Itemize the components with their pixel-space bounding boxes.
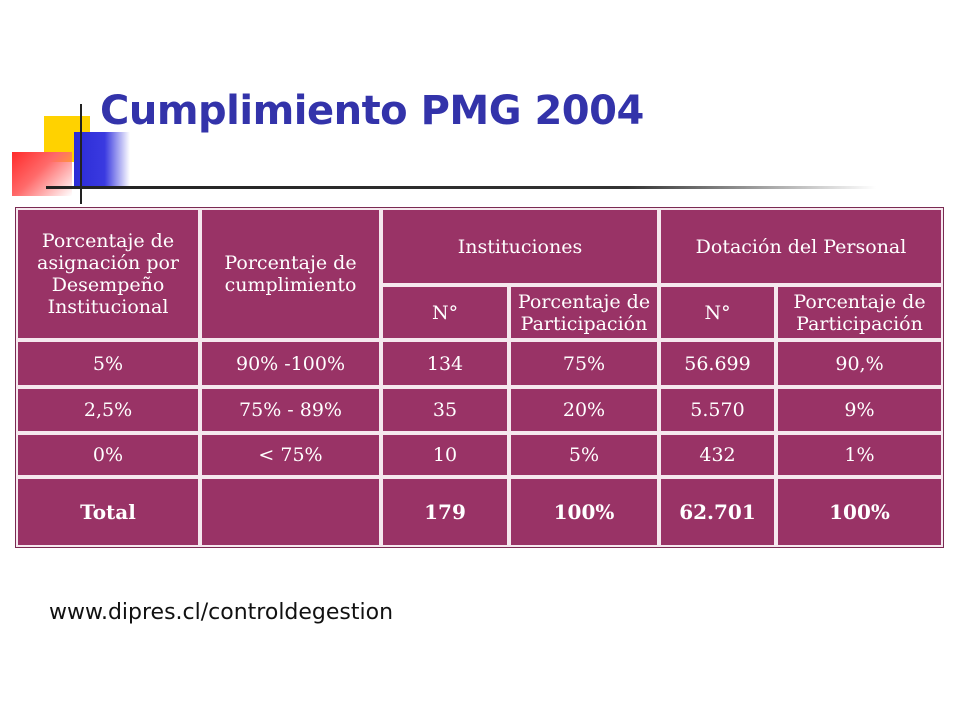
cell-inst-participacion: 20%	[509, 387, 659, 433]
header-inst-n: N°	[381, 285, 509, 340]
cell-total-empty	[200, 477, 381, 547]
cell-dot-participacion: 90,%	[776, 340, 943, 387]
table-subheader-row: N° Porcentaje de Participación N° Porcen…	[16, 285, 943, 340]
cell-cumplimiento: < 75%	[200, 433, 381, 477]
pmg-compliance-table: Porcentaje de asignación por Desempeño I…	[15, 207, 944, 548]
colored-squares-logo-icon	[0, 0, 140, 204]
cell-inst-n: 35	[381, 387, 509, 433]
cell-asignacion: 5%	[16, 340, 200, 387]
title-underline	[46, 186, 876, 189]
cell-total-dot-participacion: 100%	[776, 477, 943, 547]
header-asignacion: Porcentaje de asignación por Desempeño I…	[16, 208, 200, 340]
cell-total-dot-n: 62.701	[659, 477, 776, 547]
header-dot-n: N°	[659, 285, 776, 340]
cell-inst-participacion: 5%	[509, 433, 659, 477]
table-header-row: Porcentaje de asignación por Desempeño I…	[16, 208, 943, 340]
cell-dot-participacion: 1%	[776, 433, 943, 477]
cell-dot-n: 432	[659, 433, 776, 477]
cell-cumplimiento: 90% -100%	[200, 340, 381, 387]
table-row: 5% 90% -100% 134 75% 56.699 90,%	[16, 340, 943, 387]
vertical-divider	[80, 104, 82, 204]
header-dot-participacion: Porcentaje de Participación	[776, 285, 943, 340]
cell-dot-n: 56.699	[659, 340, 776, 387]
header-cumplimiento: Porcentaje de cumplimiento	[200, 208, 381, 340]
cell-cumplimiento: 75% - 89%	[200, 387, 381, 433]
table-row: 0% < 75% 10 5% 432 1%	[16, 433, 943, 477]
cell-dot-participacion: 9%	[776, 387, 943, 433]
cell-total-inst-n: 179	[381, 477, 509, 547]
header-instituciones: Instituciones	[381, 208, 659, 285]
header-dotacion: Dotación del Personal	[659, 208, 943, 285]
table-row: 2,5% 75% - 89% 35 20% 5.570 9%	[16, 387, 943, 433]
cell-inst-participacion: 75%	[509, 340, 659, 387]
slide-title: Cumplimiento PMG 2004	[100, 88, 644, 134]
footer-url: www.dipres.cl/controldegestion	[49, 600, 394, 625]
cell-asignacion: 0%	[16, 433, 200, 477]
cell-total-inst-participacion: 100%	[509, 477, 659, 547]
cell-inst-n: 134	[381, 340, 509, 387]
header-inst-participacion: Porcentaje de Participación	[509, 285, 659, 340]
blue-square	[74, 132, 130, 188]
cell-asignacion: 2,5%	[16, 387, 200, 433]
cell-total-label: Total	[16, 477, 200, 547]
cell-dot-n: 5.570	[659, 387, 776, 433]
table-total-row: Total 179 100% 62.701 100%	[16, 477, 943, 547]
red-square	[12, 152, 72, 196]
cell-inst-n: 10	[381, 433, 509, 477]
